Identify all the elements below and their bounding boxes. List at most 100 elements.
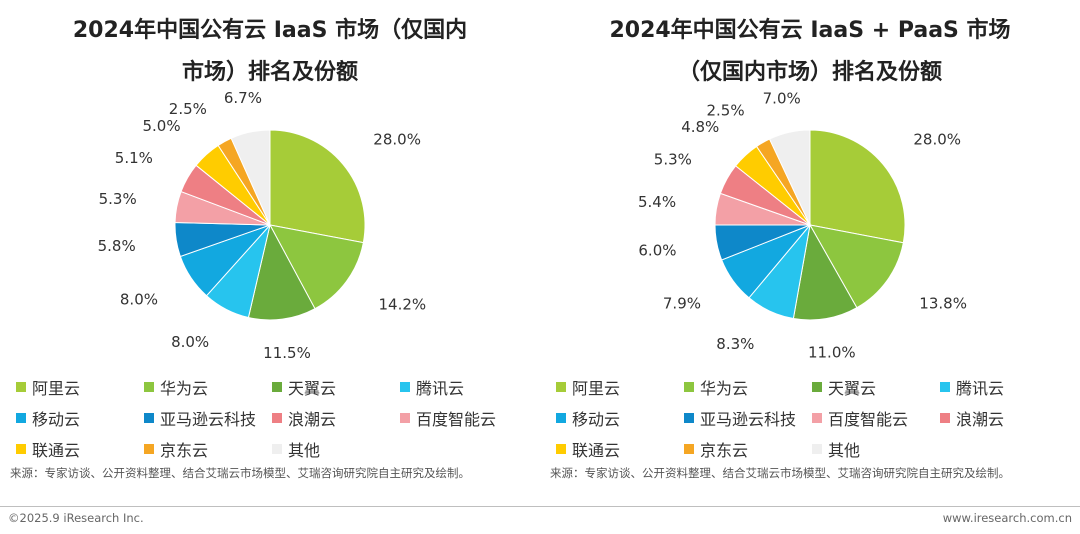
- pie-slice: [230, 129, 271, 226]
- right-pie-chart: 28.0% 13.8% 11.0% 8.3% 7.9% 6.0% 5.4% 5.3% 4.8%2…: [638, 89, 967, 361]
- legend-label: 联通云: [32, 441, 81, 460]
- pie-slice-label: 2.5%: [706, 101, 744, 119]
- pie-slice-label: 5.3%: [654, 151, 692, 169]
- pie-slice-label: 5.4%: [638, 193, 676, 211]
- pie-slice-label: 13.8%: [919, 294, 967, 312]
- legend-item: 天翼云: [272, 372, 336, 402]
- legend-item: 移动云: [556, 403, 620, 433]
- pie-slice-label: 14.2%: [379, 296, 427, 314]
- legend-label: 移动云: [572, 410, 621, 429]
- pie-slice-label: 5.8%: [98, 237, 136, 255]
- left-chart-title-line-2: 市场）排名及份额: [181, 60, 358, 85]
- legend-swatch: [400, 413, 410, 423]
- pie-slice-label: 5.3%: [99, 190, 137, 208]
- pie-slice: [809, 129, 906, 244]
- legend-swatch: [144, 444, 154, 454]
- legend-label: 百度智能云: [416, 410, 497, 429]
- right-chart-title-line-1: 2024年中国公有云 IaaS + PaaS 市场: [609, 18, 1011, 43]
- legend-label: 联通云: [572, 441, 621, 460]
- right-chart-title-line-2: （仅国内市场）排名及份额: [677, 60, 942, 85]
- pie-slice-label: 2.5%: [169, 100, 207, 118]
- legend-item: 京东云: [144, 434, 208, 464]
- pie-slice-label: 11.0%: [808, 344, 856, 362]
- right-legend: 阿里云 华为云 天翼云 腾讯云移动云 亚马逊云科技 百度智能云 浪潮云联通云 京东云 其他: [556, 372, 1066, 468]
- legend-label: 京东云: [160, 441, 209, 460]
- footer-website[interactable]: www.iresearch.com.cn: [942, 511, 1072, 525]
- legend-swatch: [684, 413, 694, 423]
- legend-item: 联通云: [16, 434, 80, 464]
- legend-swatch: [812, 413, 822, 423]
- legend-label: 腾讯云: [416, 379, 465, 398]
- right-chart-title: 2024年中国公有云 IaaS + PaaS 市场 （仅国内市场）排名及份额: [560, 10, 1060, 94]
- pie-slice: [809, 224, 904, 309]
- legend-item: 阿里云: [16, 372, 80, 402]
- legend-item: 百度智能云: [400, 403, 496, 433]
- pie-slice-label: 5.1%: [115, 149, 153, 167]
- legend-swatch: [556, 413, 566, 423]
- legend-swatch: [144, 382, 154, 392]
- legend-swatch: [16, 382, 26, 392]
- legend-item: 浪潮云: [940, 403, 1004, 433]
- left-chart-panel: 2024年中国公有云 IaaS 市场（仅国内 市场）排名及份额 28.0% 14.…: [0, 0, 540, 505]
- legend-item: 阿里云: [556, 372, 620, 402]
- pie-slice-label: 7.0%: [763, 89, 801, 107]
- pie-slice-label: 8.0%: [171, 333, 209, 351]
- pie-slice: [269, 224, 364, 310]
- right-source-note: 来源：专家访谈、公开资料整理、结合艾瑞云市场模型、艾瑞咨询研究院自主研究及绘制。: [550, 466, 1010, 480]
- pie-slice-label: 11.5%: [263, 344, 311, 362]
- legend-item: 其他: [272, 434, 320, 464]
- legend-item: 京东云: [684, 434, 748, 464]
- left-pie-chart: 28.0% 14.2% 11.5% 8.0% 8.0% 5.8% 5.3% 5.1% 5.0%2…: [98, 89, 427, 362]
- pie-slice-label: 6.0%: [638, 242, 676, 260]
- legend-item: 华为云: [684, 372, 748, 402]
- pie-slice-label: 8.3%: [716, 335, 754, 353]
- legend-label: 天翼云: [828, 379, 877, 398]
- legend-item: 联通云: [556, 434, 620, 464]
- legend-label: 华为云: [700, 379, 749, 398]
- footer-divider: [0, 506, 1080, 507]
- legend-label: 天翼云: [288, 379, 337, 398]
- legend-label: 其他: [828, 441, 861, 460]
- legend-label: 浪潮云: [288, 410, 337, 429]
- pie-slice-label: 6.7%: [224, 89, 262, 107]
- legend-label: 京东云: [700, 441, 749, 460]
- legend-item: 腾讯云: [940, 372, 1004, 402]
- pie-slice-label: 5.0%: [142, 117, 180, 135]
- left-source-note: 来源：专家访谈、公开资料整理、结合艾瑞云市场模型、艾瑞咨询研究院自主研究及绘制。: [10, 466, 470, 480]
- right-chart-panel: 2024年中国公有云 IaaS + PaaS 市场 （仅国内市场）排名及份额 2…: [540, 0, 1080, 505]
- legend-swatch: [272, 382, 282, 392]
- legend-item: 天翼云: [812, 372, 876, 402]
- left-chart-title-line-1: 2024年中国公有云 IaaS 市场（仅国内: [72, 18, 468, 43]
- pie-slice-label: 8.0%: [120, 291, 158, 309]
- left-legend: 阿里云 华为云 天翼云 腾讯云移动云 亚马逊云科技 浪潮云 百度智能云联通云 京东云 其他: [16, 372, 526, 468]
- legend-item: 亚马逊云科技: [684, 403, 796, 433]
- legend-label: 浪潮云: [956, 410, 1005, 429]
- legend-swatch: [556, 444, 566, 454]
- pie-slice-label: 28.0%: [913, 131, 961, 149]
- pie-slice-label: 7.9%: [663, 295, 701, 313]
- legend-swatch: [272, 413, 282, 423]
- legend-label: 亚马逊云科技: [160, 410, 257, 429]
- legend-label: 其他: [288, 441, 321, 460]
- legend-swatch: [144, 413, 154, 423]
- legend-swatch: [272, 444, 282, 454]
- legend-swatch: [812, 382, 822, 392]
- legend-swatch: [16, 444, 26, 454]
- legend-label: 百度智能云: [828, 410, 909, 429]
- pie-slice: [792, 223, 858, 321]
- legend-item: 移动云: [16, 403, 80, 433]
- legend-item: 百度智能云: [812, 403, 908, 433]
- legend-label: 华为云: [160, 379, 209, 398]
- legend-item: 亚马逊云科技: [144, 403, 256, 433]
- legend-swatch: [16, 413, 26, 423]
- legend-label: 阿里云: [572, 379, 621, 398]
- legend-swatch: [400, 382, 410, 392]
- left-chart-title: 2024年中国公有云 IaaS 市场（仅国内 市场）排名及份额: [20, 10, 520, 94]
- pie-slice-label: 4.8%: [681, 118, 719, 136]
- legend-item: 腾讯云: [400, 372, 464, 402]
- legend-swatch: [940, 413, 950, 423]
- pie-slice: [269, 129, 366, 244]
- legend-swatch: [940, 382, 950, 392]
- pie-slice: [768, 129, 811, 226]
- legend-swatch: [812, 444, 822, 454]
